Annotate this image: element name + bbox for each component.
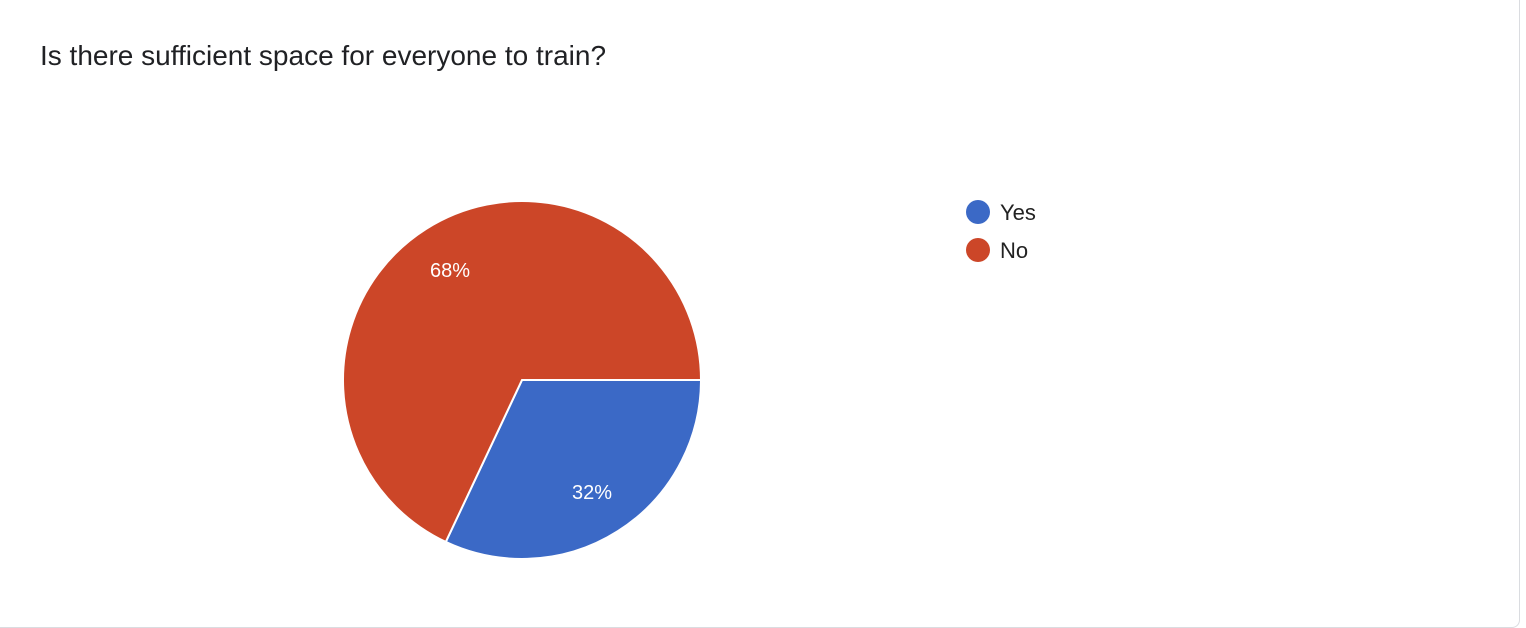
legend-label-yes[interactable]: Yes	[1000, 200, 1036, 225]
slice-label-yes: 32%	[572, 482, 612, 504]
chart-title: Is there sufficient space for everyone t…	[40, 40, 607, 71]
legend-swatch-no	[966, 238, 990, 262]
slice-label-no: 68%	[430, 260, 470, 282]
legend-label-no[interactable]: No	[1000, 238, 1028, 263]
pie-slice-no[interactable]	[342, 200, 703, 544]
pie-slice-yes[interactable]	[444, 379, 703, 560]
legend-swatch-yes	[966, 200, 990, 224]
